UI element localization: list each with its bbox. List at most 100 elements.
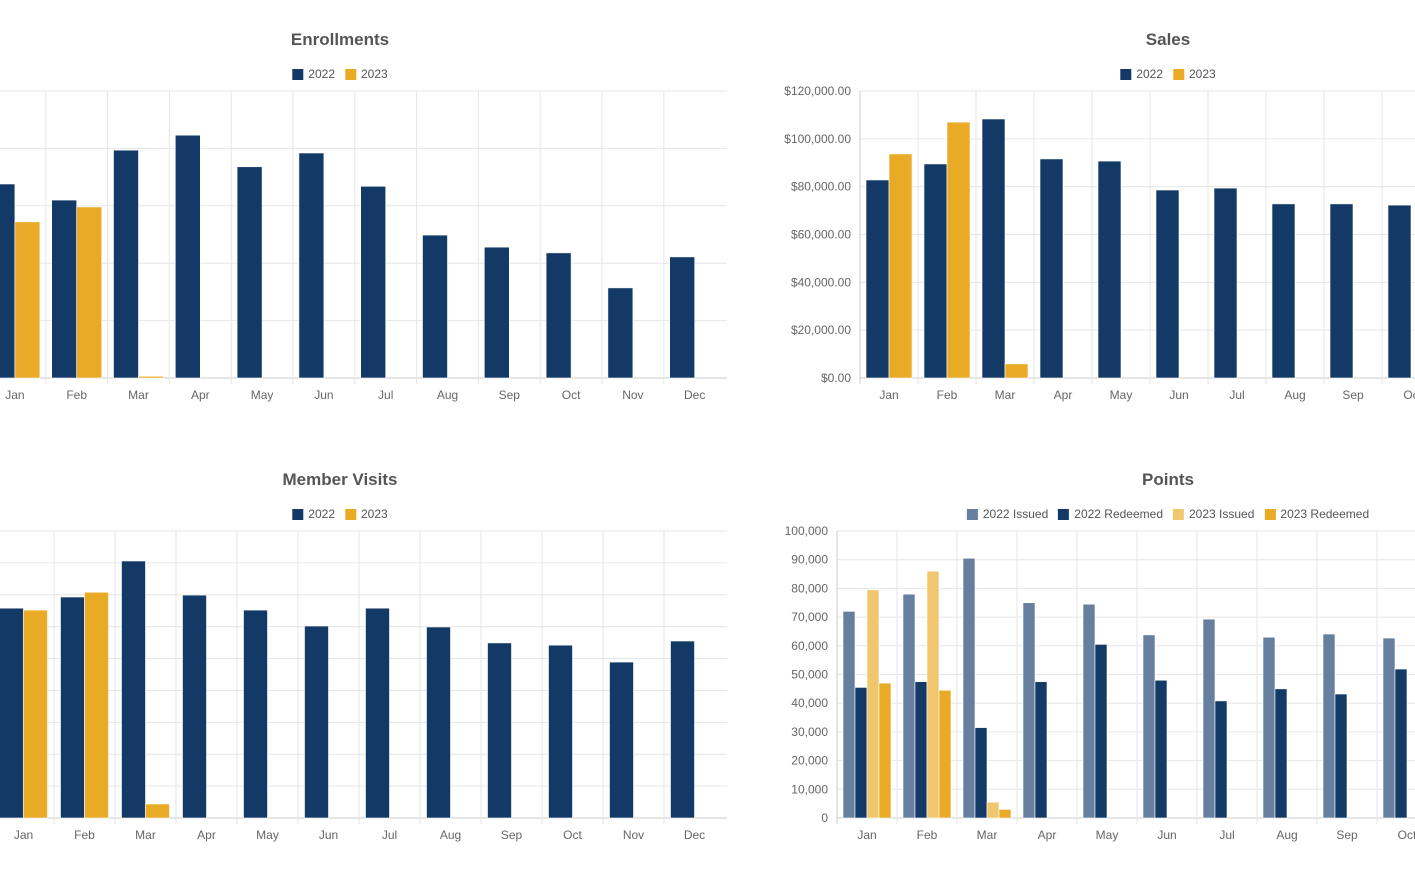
x-tick-label: Dec: [684, 388, 705, 402]
bar-2022-sep: [487, 642, 512, 819]
x-tick-label: Mar: [995, 388, 1016, 402]
sales-chart: Jan Feb Mar Apr May Jun Jul Aug Sep Oc $0.00 $20,00…: [784, 84, 1415, 402]
bar-2022-issued-oct: [1382, 637, 1396, 819]
member-visits-chart: Jan Feb Mar Apr May Jun Jul Aug Sep Oct Nov Dec: [0, 530, 727, 842]
x-tick-label: Nov: [623, 828, 644, 842]
bar-2022-jun: [298, 152, 325, 379]
x-tick-label: Sep: [499, 388, 521, 402]
x-tick-label: Aug: [440, 828, 461, 842]
legend-label: 2023: [1189, 67, 1216, 81]
legend-label: 2022: [308, 67, 335, 81]
bar-2022-redeemed-may: [1094, 644, 1108, 819]
y-tick-label: 0: [821, 811, 828, 825]
bar-2022-issued-jul: [1202, 618, 1216, 819]
x-tick-label: Apr: [1054, 388, 1073, 402]
legend-item-2022[interactable]: 2022: [292, 507, 335, 521]
bar-2023-issued-feb: [926, 570, 940, 819]
bar-2023-feb: [76, 206, 102, 379]
sales-title: Sales: [1145, 30, 1191, 49]
enrollments-title: Enrollments: [290, 30, 390, 49]
legend-item-2022-redeemed[interactable]: 2022 Redeemed: [1058, 507, 1163, 521]
bar-2022-redeemed-jul: [1214, 700, 1228, 819]
legend-item-2023-redeemed[interactable]: 2023 Redeemed: [1264, 507, 1369, 521]
x-tick-label: Jun: [314, 388, 333, 402]
legend-item-2023[interactable]: 2023: [345, 67, 388, 81]
bar-2022-redeemed-mar: [974, 727, 988, 819]
bar-2022-issued-may: [1082, 603, 1096, 819]
bar-2022-redeemed-apr: [1034, 681, 1048, 819]
y-tick-label: 20,000: [791, 754, 828, 768]
bar-2022-aug: [426, 626, 451, 819]
bar-2023-jan: [888, 153, 913, 379]
bar-2022-jun: [304, 625, 329, 819]
x-tick-label: Mar: [977, 828, 998, 842]
bar-2022-jul: [1213, 187, 1238, 379]
y-tick-label: 40,000: [791, 696, 828, 710]
bar-2022-issued-jun: [1142, 634, 1156, 819]
bar-2022-oct: [548, 644, 573, 819]
y-tick-label: $120,000.00: [784, 84, 851, 98]
legend-swatch: [292, 508, 304, 520]
bar-2022-jan: [0, 607, 24, 819]
bar-2022-feb: [60, 596, 85, 819]
x-tick-label: Feb: [937, 388, 958, 402]
x-tick-label: Mar: [128, 388, 149, 402]
bar-2023-feb: [946, 121, 971, 379]
x-tick-label: Jan: [5, 388, 24, 402]
bar-2022-dec: [669, 256, 696, 379]
y-tick-label: $0.00: [821, 371, 851, 385]
legend-label: 2022: [308, 507, 335, 521]
legend-label: 2023: [361, 507, 388, 521]
y-tick-label: 80,000: [791, 581, 828, 595]
points-title: Points: [1142, 470, 1194, 489]
bar-2023-jan: [23, 609, 48, 819]
x-tick-label: Sep: [1342, 388, 1364, 402]
bar-2022-jun: [1155, 189, 1180, 379]
x-tick-label: Oc: [1403, 388, 1415, 402]
bar-2022-oc: [1387, 204, 1412, 379]
bar-2022-oct: [545, 252, 572, 379]
legend-item-2023[interactable]: 2023: [345, 507, 388, 521]
legend-label: 2023 Issued: [1189, 507, 1255, 521]
bar-2022-apr: [182, 594, 207, 819]
x-tick-label: Feb: [74, 828, 95, 842]
bar-2022-apr: [175, 134, 201, 379]
bar-2023-issued-jan: [866, 589, 880, 819]
bar-2022-may: [236, 166, 263, 379]
legend-item-2022-issued[interactable]: 2022 Issued: [966, 507, 1048, 521]
bar-2022-sep: [1329, 203, 1354, 379]
bar-2022-redeemed-oct: [1394, 668, 1408, 819]
legend-item-2022[interactable]: 2022: [292, 67, 335, 81]
y-tick-label: 10,000: [791, 782, 828, 796]
x-tick-label: Nov: [622, 388, 643, 402]
sales-legend: 2022 2023: [1120, 67, 1216, 81]
member-visits-title: Member Visits: [282, 470, 398, 489]
y-tick-label: 30,000: [791, 725, 828, 739]
x-tick-label: Aug: [1284, 388, 1305, 402]
bar-2022-issued-feb: [902, 593, 916, 819]
x-tick-label: Jul: [378, 388, 393, 402]
x-tick-label: Jan: [879, 388, 898, 402]
bar-2023-mar: [1004, 363, 1029, 379]
enrollments-chart: Jan Feb Mar Apr May Jun Jul Aug Sep Oct Nov Dec: [0, 90, 727, 402]
x-tick-label: Aug: [1276, 828, 1297, 842]
legend-item-2022[interactable]: 2022: [1120, 67, 1163, 81]
legend-item-2023[interactable]: 2023: [1173, 67, 1216, 81]
bar-2022-issued-jan: [842, 611, 856, 819]
legend-swatch: [1264, 508, 1276, 520]
bar-2022-jul: [360, 185, 387, 379]
bar-2022-redeemed-feb: [914, 681, 928, 819]
x-tick-label: Oct: [1398, 828, 1415, 842]
x-tick-label: Feb: [917, 828, 938, 842]
legend-swatch: [1173, 508, 1184, 520]
legend-item-2023-issued[interactable]: 2023 Issued: [1173, 507, 1254, 521]
y-tick-label: $20,000.00: [791, 323, 851, 337]
legend-swatch: [292, 68, 304, 80]
bar-2022-may: [243, 609, 268, 819]
legend-swatch: [1173, 68, 1184, 80]
x-tick-label: Oct: [562, 388, 581, 402]
x-tick-label: May: [1096, 828, 1119, 842]
x-tick-label: May: [256, 828, 279, 842]
x-tick-label: May: [1110, 388, 1133, 402]
points-chart: Jan Feb Mar Apr May Jun Jul Aug Sep Oct 0 10,000 20,…: [785, 524, 1415, 842]
